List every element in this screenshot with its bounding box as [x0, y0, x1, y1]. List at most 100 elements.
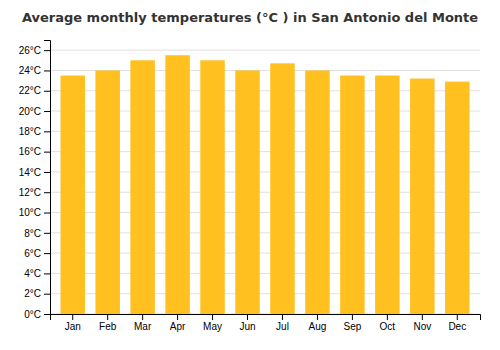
y-tick: 12°C: [19, 187, 50, 198]
y-tick-mark: [44, 294, 50, 295]
bar: [235, 70, 259, 314]
y-axis: 0°C 2°C 4°C 6°C 8°C 10°C 12°C 14°C 16°C 18°C 20°C 2…: [19, 41, 51, 320]
bar: [60, 76, 84, 314]
x-tick: Aug: [309, 314, 327, 332]
x-tick: Mar: [134, 314, 152, 332]
y-tick-mark: [44, 192, 50, 193]
x-tick-mark: [107, 314, 108, 320]
bar: [165, 55, 189, 314]
y-tick-mark: [44, 273, 50, 274]
y-tick-label: 16°C: [19, 146, 41, 157]
y-tick-label: 4°C: [24, 268, 41, 279]
y-tick-mark: [44, 70, 50, 71]
y-tick-label: 14°C: [19, 167, 41, 178]
y-tick-mark: [44, 50, 50, 51]
x-tick-label: Mar: [134, 321, 152, 332]
y-tick: 14°C: [19, 167, 50, 178]
y-tick: 24°C: [19, 65, 50, 76]
x-tick-label: Apr: [170, 321, 186, 332]
y-tick-label: 18°C: [19, 126, 41, 137]
x-axis: Jan Feb Mar Apr May Jun Jul Aug Sep Oct Nov Dec: [51, 314, 481, 332]
x-tick-mark: [282, 314, 283, 320]
x-tick-label: Oct: [380, 321, 396, 332]
x-tick: Jan: [65, 314, 81, 332]
x-tick: Jun: [239, 314, 255, 332]
y-tick: 2°C: [24, 288, 50, 299]
x-tick: Jul: [276, 314, 289, 332]
grid: [50, 50, 480, 314]
x-tick-label: Dec: [448, 321, 466, 332]
bar: [305, 70, 329, 314]
bar: [375, 76, 399, 314]
x-tick: Dec: [448, 314, 466, 332]
y-tick-mark: [44, 314, 50, 315]
x-tick: May: [203, 314, 222, 332]
x-tick: Oct: [380, 314, 396, 332]
y-tick-mark: [44, 152, 50, 153]
bar: [445, 82, 469, 314]
y-tick-label: 2°C: [24, 288, 41, 299]
y-tick-label: 22°C: [19, 85, 41, 96]
x-tick-label: May: [203, 321, 222, 332]
x-tick-label: Jun: [239, 321, 255, 332]
y-tick: 26°C: [19, 45, 50, 56]
chart: 0°C 2°C 4°C 6°C 8°C 10°C 12°C 14°C 16°C 18°C 20°C 2…: [0, 0, 500, 350]
y-tick-mark: [44, 253, 50, 254]
x-tick-mark: [142, 314, 143, 320]
y-tick: 6°C: [24, 248, 50, 259]
x-tick-mark: [177, 314, 178, 320]
y-tick: 0°C: [24, 309, 50, 320]
y-axis-line: [44, 41, 51, 315]
x-tick-mark: [387, 314, 388, 320]
y-tick: 10°C: [19, 207, 50, 218]
bar: [95, 70, 119, 314]
grid-line: [50, 50, 480, 51]
y-tick: 16°C: [19, 146, 50, 157]
y-tick: 18°C: [19, 126, 50, 137]
y-tick-mark: [44, 111, 50, 112]
x-tick-label: Jul: [276, 321, 289, 332]
y-tick-mark: [44, 172, 50, 173]
x-tick-label: Sep: [343, 321, 361, 332]
x-tick-label: Aug: [309, 321, 327, 332]
y-tick-mark: [44, 131, 50, 132]
bar: [410, 79, 434, 314]
x-tick: Sep: [343, 314, 361, 332]
x-tick-mark: [352, 314, 353, 320]
bar: [200, 60, 224, 314]
x-tick-label: Jan: [65, 321, 81, 332]
y-tick-label: 6°C: [24, 248, 41, 259]
y-tick: 4°C: [24, 268, 50, 279]
bars: [60, 55, 469, 314]
y-tick-label: 8°C: [24, 228, 41, 239]
x-tick-mark: [247, 314, 248, 320]
x-tick-mark: [457, 314, 458, 320]
title: Average monthly temperatures (°C ) in Sa…: [22, 10, 478, 25]
x-tick: Nov: [413, 314, 431, 332]
y-tick-label: 0°C: [24, 309, 41, 320]
y-tick-mark: [44, 91, 50, 92]
y-tick: 22°C: [19, 85, 50, 96]
bar: [130, 60, 154, 314]
y-tick: 20°C: [19, 106, 50, 117]
x-axis-line: [51, 315, 481, 321]
y-tick-label: 12°C: [19, 187, 41, 198]
y-tick-label: 10°C: [19, 207, 41, 218]
plot: 0°C 2°C 4°C 6°C 8°C 10°C 12°C 14°C 16°C 18°C 20°C 2…: [19, 41, 481, 333]
y-tick-label: 24°C: [19, 65, 41, 76]
x-tick: Apr: [170, 314, 186, 332]
x-tick-mark: [422, 314, 423, 320]
bar: [270, 63, 294, 314]
y-tick: 8°C: [24, 228, 50, 239]
x-tick-mark: [317, 314, 318, 320]
x-tick-mark: [212, 314, 213, 320]
y-tick-mark: [44, 213, 50, 214]
x-tick-mark: [72, 314, 73, 320]
y-tick-mark: [44, 233, 50, 234]
y-tick-label: 26°C: [19, 45, 41, 56]
x-tick-label: Nov: [413, 321, 431, 332]
bar: [340, 76, 364, 314]
x-tick: Feb: [99, 314, 117, 332]
x-tick-label: Feb: [99, 321, 117, 332]
y-tick-label: 20°C: [19, 106, 41, 117]
